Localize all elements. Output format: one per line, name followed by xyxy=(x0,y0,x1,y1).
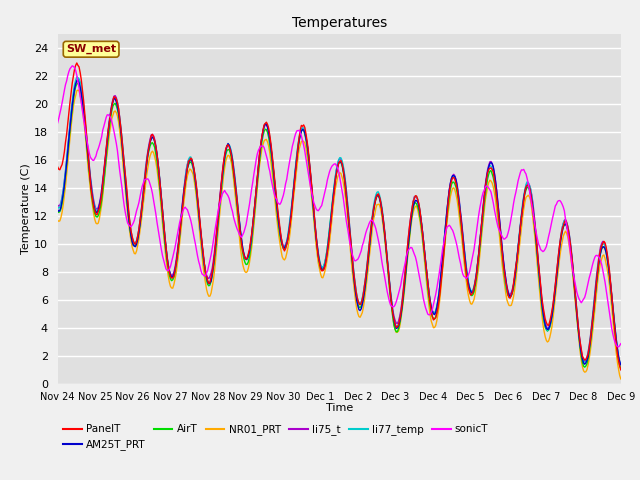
AirT xyxy=(360,295,367,300)
AM25T_PRT xyxy=(390,317,398,323)
li77_temp xyxy=(326,225,333,231)
sonicT xyxy=(323,183,330,189)
li75_t xyxy=(323,253,330,259)
li77_temp xyxy=(617,362,625,368)
li77_temp xyxy=(360,289,367,295)
sonicT xyxy=(516,169,524,175)
AM25T_PRT xyxy=(74,78,82,84)
sonicT xyxy=(68,63,76,69)
sonicT xyxy=(360,240,367,245)
AirT xyxy=(323,252,330,258)
li75_t xyxy=(326,228,333,233)
sonicT xyxy=(54,120,61,126)
AM25T_PRT xyxy=(326,229,333,235)
AM25T_PRT xyxy=(516,224,524,229)
li77_temp xyxy=(73,74,81,80)
PanelT xyxy=(516,224,524,229)
AirT xyxy=(516,225,524,230)
Line: AirT: AirT xyxy=(58,83,621,369)
Line: sonicT: sonicT xyxy=(58,66,621,347)
AirT xyxy=(54,208,61,214)
NR01_PRT xyxy=(54,217,61,223)
sonicT xyxy=(614,344,622,350)
AM25T_PRT xyxy=(617,362,625,368)
PanelT xyxy=(617,367,625,373)
AM25T_PRT xyxy=(54,207,61,213)
li75_t xyxy=(516,223,524,228)
Line: NR01_PRT: NR01_PRT xyxy=(58,90,621,379)
PanelT xyxy=(73,60,81,66)
PanelT xyxy=(360,290,367,296)
PanelT xyxy=(605,260,612,266)
li77_temp xyxy=(516,222,524,228)
sonicT xyxy=(617,341,625,347)
AirT xyxy=(605,264,612,269)
PanelT xyxy=(54,164,61,169)
li75_t xyxy=(390,313,398,319)
Legend: PanelT, AM25T_PRT, AirT, NR01_PRT, li75_t, li77_temp, sonicT: PanelT, AM25T_PRT, AirT, NR01_PRT, li75_… xyxy=(63,424,488,450)
AirT xyxy=(617,366,625,372)
li77_temp xyxy=(323,252,330,258)
Line: li77_temp: li77_temp xyxy=(58,77,621,365)
NR01_PRT xyxy=(605,274,612,279)
NR01_PRT xyxy=(323,263,330,268)
AM25T_PRT xyxy=(605,264,612,269)
li75_t xyxy=(74,76,82,82)
NR01_PRT xyxy=(516,234,524,240)
li75_t xyxy=(617,361,625,367)
NR01_PRT xyxy=(390,322,398,328)
PanelT xyxy=(326,230,333,236)
li77_temp xyxy=(605,262,612,267)
Line: li75_t: li75_t xyxy=(58,79,621,364)
X-axis label: Time: Time xyxy=(326,403,353,413)
sonicT xyxy=(605,303,612,309)
PanelT xyxy=(390,316,398,322)
NR01_PRT xyxy=(326,239,333,245)
AirT xyxy=(390,322,398,328)
Y-axis label: Temperature (C): Temperature (C) xyxy=(21,163,31,254)
NR01_PRT xyxy=(74,87,82,93)
Title: Temperatures: Temperatures xyxy=(292,16,387,30)
AM25T_PRT xyxy=(323,256,330,262)
AM25T_PRT xyxy=(360,295,367,301)
sonicT xyxy=(390,304,398,310)
li77_temp xyxy=(390,316,398,322)
AirT xyxy=(74,80,82,86)
NR01_PRT xyxy=(360,304,367,310)
Line: AM25T_PRT: AM25T_PRT xyxy=(58,81,621,365)
sonicT xyxy=(326,168,333,174)
PanelT xyxy=(323,256,330,262)
Text: SW_met: SW_met xyxy=(66,44,116,54)
li75_t xyxy=(605,261,612,267)
Line: PanelT: PanelT xyxy=(58,63,621,370)
li75_t xyxy=(360,290,367,296)
li77_temp xyxy=(54,204,61,210)
AirT xyxy=(326,225,333,230)
NR01_PRT xyxy=(617,376,625,382)
li75_t xyxy=(54,202,61,208)
